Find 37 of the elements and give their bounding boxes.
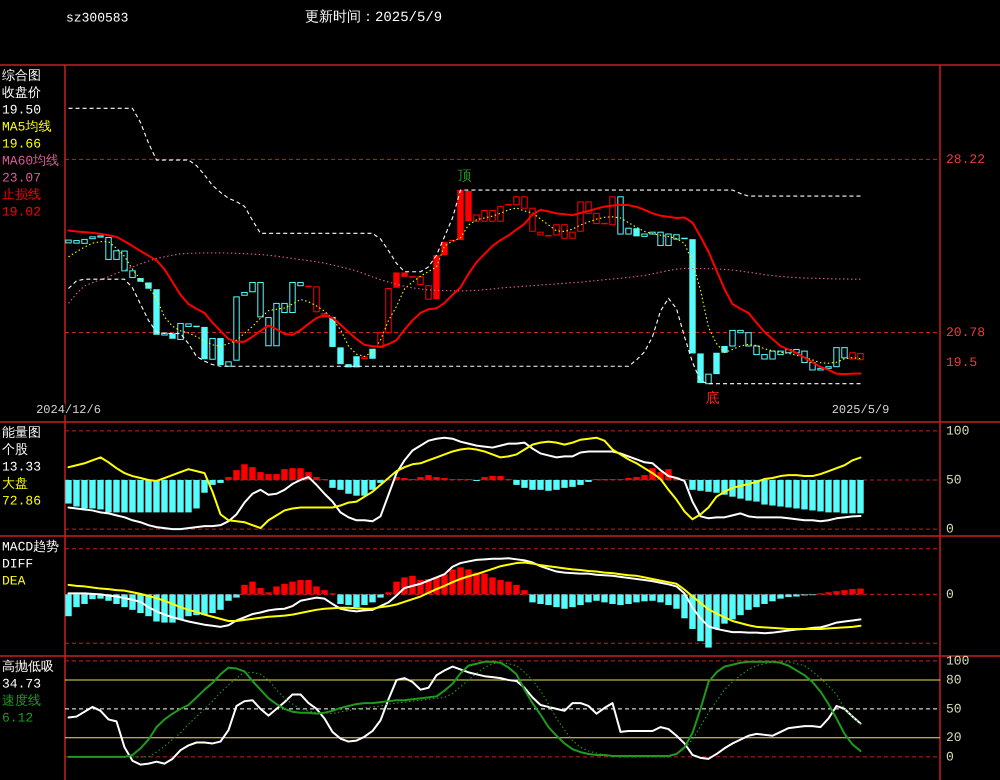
text: 个股 xyxy=(2,442,28,458)
text: DEA xyxy=(2,574,26,588)
text: MA5均线 xyxy=(2,120,52,134)
y-tick-label: 20.78 xyxy=(946,324,986,340)
chart-title: sz300583 xyxy=(66,10,128,26)
text: 高抛低吸 xyxy=(2,658,54,674)
x-tick-label: 2025/5/9 xyxy=(832,403,890,417)
text: 19.02 xyxy=(2,204,42,220)
text: 止损线 xyxy=(2,188,41,202)
y-tick-label: 28.22 xyxy=(946,152,986,167)
text: 34.73 xyxy=(2,676,42,692)
y-tick-label: 80 xyxy=(946,672,962,688)
text: 13.33 xyxy=(2,460,42,474)
y-tick-label: 0 xyxy=(946,522,954,537)
y-tick-label: 20 xyxy=(946,730,962,746)
y-tick-label: 0 xyxy=(946,749,954,764)
text: 72.86 xyxy=(2,494,42,508)
y-axis-title: 综合图 xyxy=(2,68,41,84)
y-tick-label: 100 xyxy=(946,653,970,668)
y-tick-label: 50 xyxy=(946,701,962,716)
text: 23.07 xyxy=(2,170,42,186)
text: MA60均线 xyxy=(2,154,60,168)
text: 大盘 xyxy=(2,476,28,492)
y-axis-title: MACD趋势 xyxy=(2,540,60,554)
text: DIFF xyxy=(2,556,34,572)
annotation: 顶 xyxy=(458,169,472,186)
text: 19.66 xyxy=(2,136,42,152)
y-tick-label: 50 xyxy=(946,472,962,488)
text: 速度线 xyxy=(2,692,41,708)
y-axis-title: 能量图 xyxy=(2,426,41,440)
text: 19.50 xyxy=(2,102,42,118)
y-tick-label: 100 xyxy=(946,423,970,438)
text: 6.12 xyxy=(2,710,34,726)
chart-subtitle: 更新时间：2025/5/9 xyxy=(305,9,442,26)
text: 收盘价 xyxy=(2,86,41,100)
y-tick-label: 19.5 xyxy=(946,354,978,370)
annotation: 底 xyxy=(706,390,720,408)
